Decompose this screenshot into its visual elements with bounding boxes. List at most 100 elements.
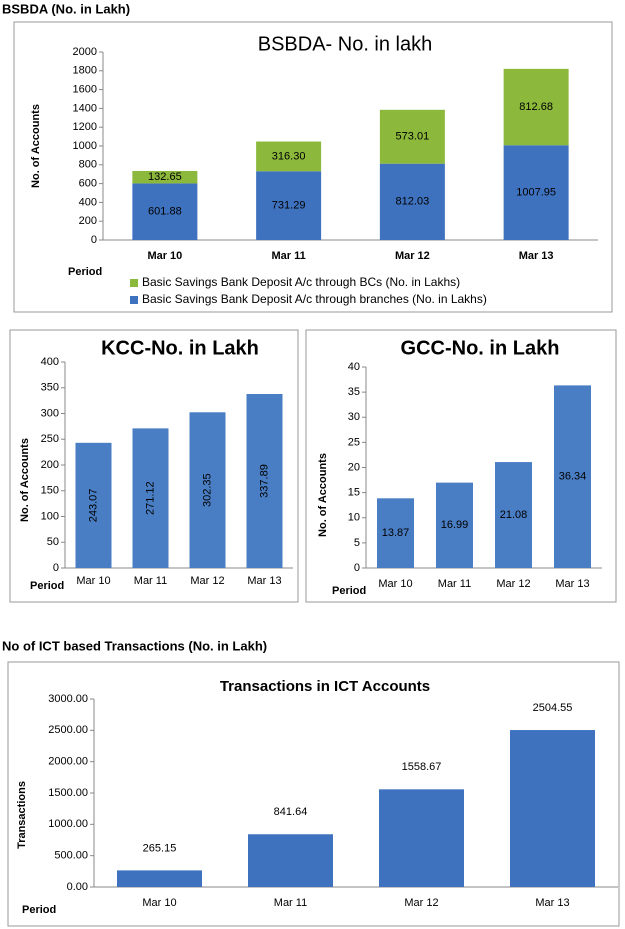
- chart-title: GCC-No. in Lakh: [401, 337, 560, 359]
- x-tick-label: Mar 10: [147, 250, 182, 262]
- y-tick-label: 1200: [73, 121, 97, 133]
- y-tick-label: 600: [79, 178, 97, 190]
- value-label: 1558.67: [402, 761, 442, 773]
- y-tick-label: 400: [79, 196, 97, 208]
- legend-swatch: [130, 296, 138, 304]
- y-tick-label: 800: [79, 159, 97, 171]
- bar: [75, 442, 112, 568]
- y-tick-label: 1000: [73, 140, 97, 152]
- y-tick-label: 2500.00: [48, 724, 88, 736]
- value-label: 16.99: [441, 519, 469, 531]
- bar: [554, 385, 591, 568]
- bar: [256, 141, 322, 172]
- x-tick-label: Mar 13: [519, 250, 554, 262]
- value-label: 337.89: [258, 464, 270, 498]
- bar: [189, 412, 226, 568]
- chart-title: Transactions in ICT Accounts: [220, 678, 430, 695]
- y-tick-label: 0: [53, 562, 59, 574]
- legend-swatch: [130, 279, 138, 287]
- x-axis-label: Period: [30, 580, 64, 592]
- y-tick-label: 5: [354, 537, 360, 549]
- value-label: 601.88: [148, 206, 182, 218]
- y-tick-label: 20: [348, 461, 360, 473]
- y-tick-label: 300: [41, 407, 59, 419]
- value-label: 243.07: [87, 489, 99, 523]
- bar: [379, 789, 464, 887]
- chart-frame: [13, 21, 613, 313]
- y-tick-label: 250: [41, 433, 59, 445]
- y-tick-label: 1600: [73, 84, 97, 96]
- chart-frame: [9, 329, 299, 603]
- bar: [379, 109, 445, 164]
- section-heading: No of ICT based Transactions (No. in Lak…: [2, 638, 267, 653]
- bar: [436, 482, 473, 568]
- value-label: 21.08: [500, 509, 528, 521]
- legend-label: Basic Savings Bank Deposit A/c through B…: [142, 275, 460, 289]
- legend-label: Basic Savings Bank Deposit A/c through b…: [142, 292, 487, 306]
- chart-frame: [7, 661, 620, 927]
- x-tick-label: Mar 12: [496, 578, 530, 590]
- y-axis-label: No. of Accounts: [19, 438, 31, 522]
- bar: [132, 170, 198, 184]
- y-tick-label: 3000.00: [48, 693, 88, 705]
- value-label: 271.12: [144, 481, 156, 515]
- value-label: 2504.55: [533, 702, 573, 714]
- y-tick-label: 1500.00: [48, 787, 88, 799]
- y-tick-label: 35: [348, 386, 360, 398]
- value-label: 812.68: [519, 101, 553, 113]
- y-tick-label: 500.00: [54, 850, 88, 862]
- y-tick-label: 1400: [73, 102, 97, 114]
- bar: [377, 498, 414, 568]
- x-tick-label: Mar 12: [190, 575, 224, 587]
- x-tick-label: Mar 13: [247, 575, 281, 587]
- value-label: 302.35: [201, 473, 213, 507]
- value-label: 1007.95: [516, 187, 556, 199]
- chart-frame: [305, 329, 617, 603]
- x-tick-label: Mar 13: [535, 897, 569, 909]
- x-tick-label: Mar 10: [378, 578, 412, 590]
- y-tick-label: 40: [348, 361, 360, 373]
- y-axis-label: No. of Accounts: [30, 104, 42, 188]
- section-heading: BSBDA (No. in Lakh): [2, 1, 130, 16]
- value-label: 132.65: [148, 171, 182, 183]
- x-tick-label: Mar 13: [555, 578, 589, 590]
- y-tick-label: 1800: [73, 65, 97, 77]
- y-tick-label: 50: [47, 536, 59, 548]
- y-tick-label: 1000.00: [48, 818, 88, 830]
- x-axis-label: Period: [22, 904, 56, 916]
- x-tick-label: Mar 11: [274, 897, 307, 909]
- value-label: 316.30: [272, 150, 306, 162]
- y-axis-label: No. of Accounts: [317, 453, 329, 537]
- bar: [495, 462, 532, 568]
- x-tick-label: Mar 10: [142, 897, 176, 909]
- y-tick-label: 100: [41, 510, 59, 522]
- bar: [503, 68, 569, 146]
- bar: [246, 393, 283, 568]
- x-axis-label: Period: [68, 266, 102, 278]
- y-tick-label: 0: [354, 562, 360, 574]
- y-tick-label: 30: [348, 411, 360, 423]
- x-tick-label: Mar 11: [134, 575, 167, 587]
- y-tick-label: 400: [41, 356, 59, 368]
- y-tick-label: 10: [348, 512, 360, 524]
- y-tick-label: 2000.00: [48, 756, 88, 768]
- chart-title: BSBDA- No. in lakh: [258, 33, 433, 55]
- bar: [132, 183, 198, 240]
- y-tick-label: 200: [41, 459, 59, 471]
- x-tick-label: Mar 12: [404, 897, 438, 909]
- x-tick-label: Mar 12: [395, 250, 430, 262]
- value-label: 841.64: [274, 806, 308, 818]
- value-label: 731.29: [272, 200, 306, 212]
- x-axis-label: Period: [332, 585, 366, 597]
- bar: [503, 145, 569, 240]
- bar: [248, 834, 333, 887]
- y-tick-label: 15: [348, 487, 360, 499]
- bar: [132, 428, 169, 568]
- chart-title: KCC-No. in Lakh: [101, 337, 259, 359]
- x-tick-label: Mar 11: [438, 578, 471, 590]
- bar: [510, 730, 595, 887]
- value-label: 573.01: [396, 131, 430, 143]
- x-tick-label: Mar 11: [272, 250, 306, 262]
- y-axis-label: Transactions: [16, 781, 28, 849]
